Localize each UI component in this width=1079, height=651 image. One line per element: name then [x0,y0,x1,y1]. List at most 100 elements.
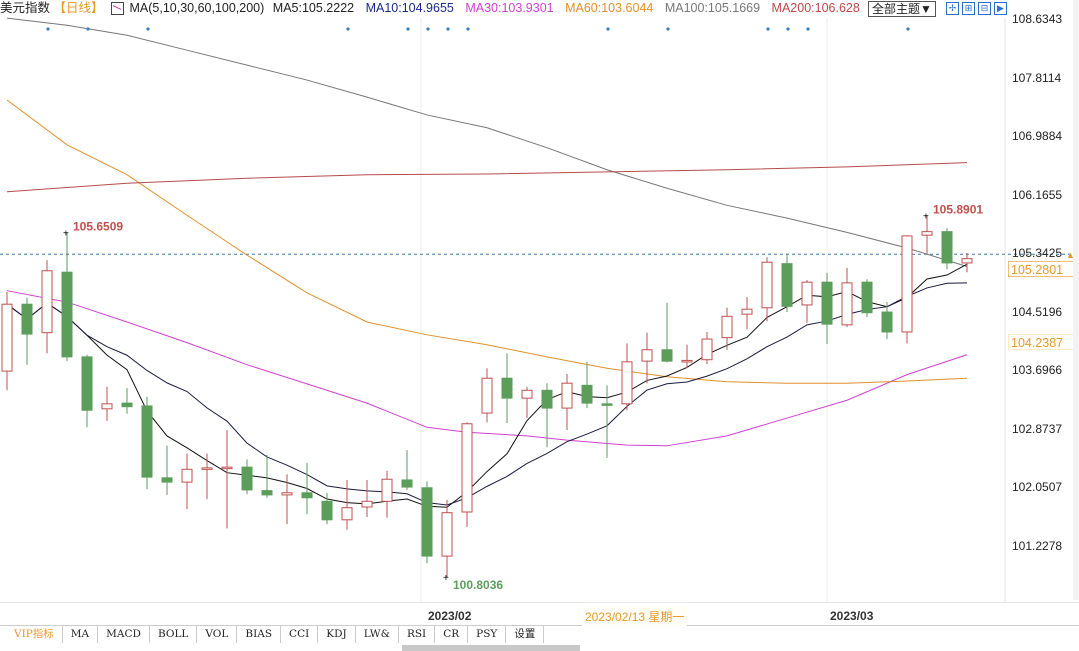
candle [701,331,713,364]
y-tick-label: 105.3425 [1012,246,1063,261]
candle-body [601,403,613,406]
crosshair-icon[interactable]: ✢ [946,2,959,15]
y-tick-label: 104.5196 [1012,304,1063,319]
candle-body [201,467,213,470]
max-price-label: 105.8901 [933,202,983,216]
zoom-out-icon[interactable]: ⊟ [978,2,991,15]
tab-5[interactable]: BIAS [237,626,282,643]
candle-body [421,487,433,557]
candle-body [741,308,753,315]
event-marker [406,27,410,31]
chart-header: 美元指数 【日线】 MA(5,10,30,60,100,200) MA5:105… [0,0,1079,18]
candle [901,235,913,344]
ma30-line [6,290,968,447]
candle-body [461,423,473,513]
candle-body [681,359,693,363]
tab-6[interactable]: CCI [281,626,319,643]
candle-body [521,389,533,399]
candle-body [21,303,33,335]
date-axis: 2023/02 2023/02/13 星期一 2023/03 [0,602,1079,626]
candlestick-chart[interactable]: 105.8901 +105.6509 +100.8036 + [0,0,1079,602]
candle-body [301,492,313,499]
candle [341,479,353,530]
candle [381,470,393,518]
candle [621,343,633,411]
ma5-value: MA5:105.2222 [272,1,355,15]
tab-1[interactable]: MA [63,626,99,643]
candle [201,453,213,500]
ma60-value: MA60:103.6044 [565,1,654,15]
y-tick-label: 102.0507 [1012,480,1063,495]
candle [101,386,113,421]
tab-2[interactable]: MACD [98,626,150,643]
candle [141,396,153,490]
horizontal-scrollbar[interactable] [402,645,580,651]
tab-12[interactable]: 设置 [506,626,545,643]
vertical-scrollbar[interactable] [1073,0,1079,600]
candle-body [141,405,153,478]
candle [421,481,433,564]
candle-body [881,311,893,333]
ma100-line [6,17,968,267]
indicator-icon[interactable] [111,2,124,15]
candle-body [121,402,133,408]
candle-body [161,477,173,483]
candle [61,232,73,362]
tab-9[interactable]: RSI [399,626,436,643]
ma60-line [6,99,968,384]
tab-8[interactable]: LW& [356,626,399,643]
candle [821,272,833,345]
candle [21,297,33,365]
candle-body [621,361,633,405]
ma10-value: MA10:104.9655 [365,1,454,15]
x-label-feb: 2023/02 [428,609,472,623]
event-marker [86,27,90,31]
candle-body [281,492,293,496]
candle-body [241,466,253,491]
candle-body [61,271,73,358]
candle [1,292,13,391]
candle-body [841,282,853,326]
candle-body [861,281,873,314]
candle [461,422,473,527]
tab-11[interactable]: PSY [468,626,507,643]
tab-4[interactable]: VOL [197,626,238,643]
candle [561,373,573,431]
y-tick-label: 108.6343 [1012,12,1063,26]
candle [121,388,133,414]
candle-body [921,231,933,236]
candle-body [261,490,273,496]
tab-7[interactable]: KDJ [318,626,356,643]
candle-body [221,466,233,470]
tab-10[interactable]: CR [435,626,469,643]
extreme-marker: + [443,573,449,584]
scroll-end-icon[interactable]: ▶ [994,2,1007,15]
candle [161,445,173,495]
event-marker [806,27,810,31]
candle-body [401,479,413,488]
candle [581,361,593,409]
zoom-in-icon[interactable]: ⊞ [962,2,975,15]
candle-body [1,303,13,372]
candle [41,260,53,354]
candle-body [81,356,93,411]
tab-0[interactable]: VIP指标 [0,626,63,643]
theme-select-button[interactable]: 全部主题▼ [868,1,936,17]
candle [861,279,873,318]
candle [401,450,413,490]
candle-body [441,512,453,557]
candle [741,297,753,330]
candle-body [181,468,193,483]
tab-3[interactable]: BOLL [150,626,198,643]
y-tick-label: 102.8737 [1012,421,1063,436]
period-label[interactable]: 【日线】 [53,1,104,15]
ma30-value: MA30:103.9301 [465,1,554,15]
candle [601,385,613,458]
y-tick-label: 101.2278 [1012,539,1063,553]
candle [781,253,793,313]
event-marker [666,27,670,31]
event-marker [466,27,470,31]
y-tick-label: 107.8114 [1012,70,1062,85]
candle [181,453,193,510]
candle-body [321,500,333,521]
